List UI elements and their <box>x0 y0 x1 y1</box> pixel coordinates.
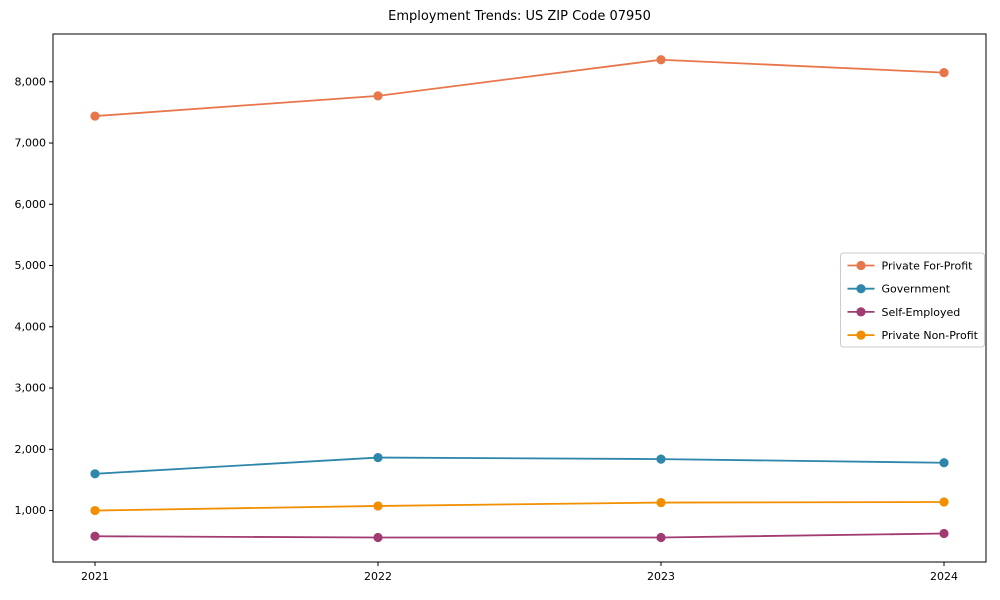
y-tick-label: 5,000 <box>15 259 47 272</box>
y-tick-label: 7,000 <box>15 137 47 150</box>
chart-title: Employment Trends: US ZIP Code 07950 <box>388 9 651 24</box>
legend-marker-dot <box>856 260 866 271</box>
legend-marker-dot <box>856 284 866 294</box>
y-tick-label: 8,000 <box>15 75 47 88</box>
y-tick-label: 2,000 <box>15 443 47 456</box>
legend-marker-dot <box>856 330 866 340</box>
data-point <box>656 497 666 508</box>
data-point <box>90 111 100 121</box>
legend-label: Private For-Profit <box>882 260 974 273</box>
axis-frame <box>52 33 987 563</box>
data-point <box>90 469 100 479</box>
data-point <box>373 91 383 101</box>
x-tick-label: 2023 <box>647 570 675 583</box>
data-point <box>90 531 100 541</box>
data-point <box>939 67 949 78</box>
x-tick-label: 2021 <box>81 570 109 583</box>
series-line-private-non-profit <box>94 501 945 512</box>
data-point <box>90 505 100 516</box>
y-tick-label: 4,000 <box>15 320 47 333</box>
series-line-self-employed <box>94 532 945 539</box>
data-point <box>656 532 666 543</box>
y-tick-label: 6,000 <box>15 198 47 211</box>
data-point <box>656 55 666 65</box>
x-tick-label: 2024 <box>930 570 958 583</box>
data-point <box>373 501 383 511</box>
y-tick-label: 1,000 <box>15 504 47 517</box>
data-point <box>939 497 949 507</box>
legend-label: Government <box>882 283 951 296</box>
data-point <box>373 532 383 543</box>
legend-marker-dot <box>856 307 866 317</box>
data-point <box>939 458 949 468</box>
series-line-government <box>94 456 945 475</box>
y-tick-label: 3,000 <box>15 382 47 395</box>
legend-label: Private Non-Profit <box>882 329 979 342</box>
series-line-private-for-profit <box>94 58 945 117</box>
data-point <box>939 528 949 539</box>
x-tick-label: 2022 <box>364 570 392 583</box>
data-point <box>656 454 666 464</box>
data-point <box>373 452 383 463</box>
legend-box <box>840 252 985 348</box>
legend-label: Self-Employed <box>882 306 961 319</box>
